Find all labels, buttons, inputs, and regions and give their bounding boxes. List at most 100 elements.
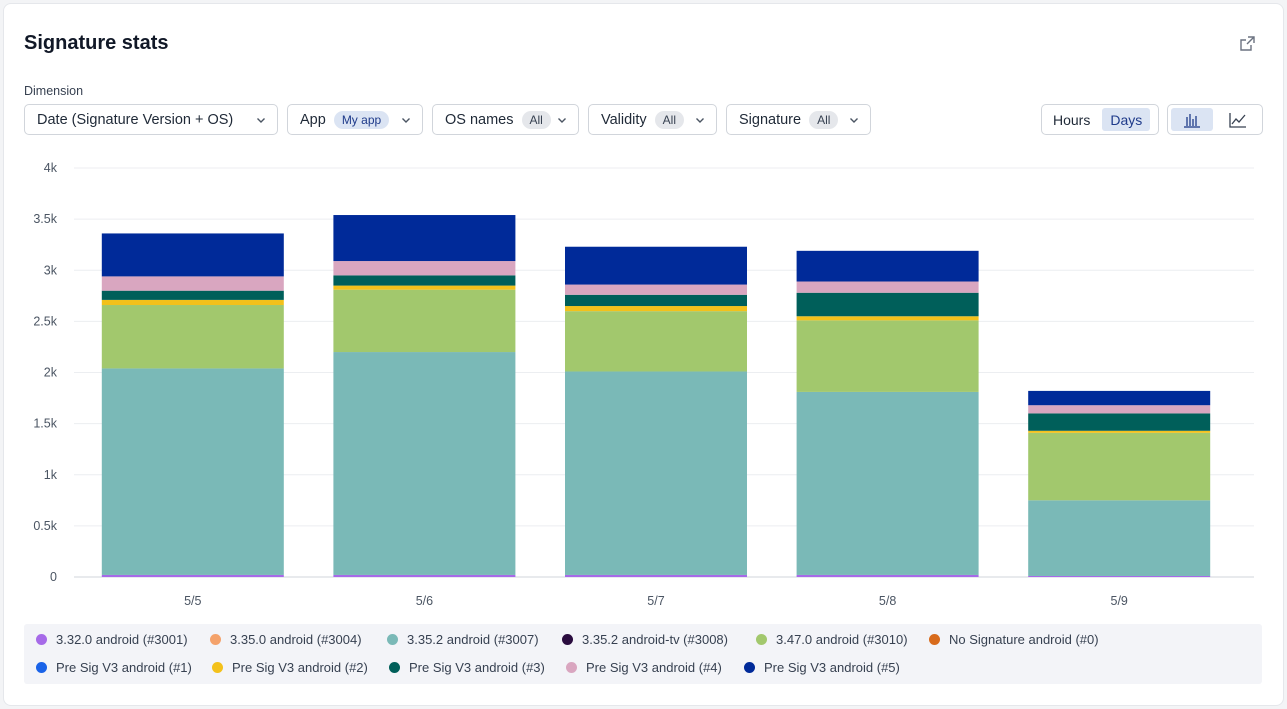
bar-segment[interactable]: [565, 574, 747, 577]
bar-segment[interactable]: [101, 233, 284, 277]
legend-label: 3.35.0 android (#3004): [230, 632, 362, 647]
legend-item[interactable]: Pre Sig V3 android (#1): [36, 660, 192, 675]
line-chart-view-button[interactable]: [1217, 108, 1259, 131]
legend-label: Pre Sig V3 android (#1): [56, 660, 192, 675]
bar-segment[interactable]: [565, 311, 747, 372]
x-tick-label: 5/6: [416, 594, 433, 608]
legend-color-dot: [929, 634, 940, 645]
chart-type-toggle: [1167, 104, 1263, 135]
legend-color-dot: [566, 662, 577, 673]
legend-label: No Signature android (#0): [949, 632, 1099, 647]
bar-segment[interactable]: [1028, 432, 1211, 501]
bar-segment[interactable]: [333, 275, 516, 286]
bar-chart-icon: [1184, 113, 1200, 128]
bar-segment[interactable]: [333, 261, 516, 276]
bar-segment[interactable]: [333, 215, 516, 262]
app-filter[interactable]: App My app: [287, 104, 423, 135]
y-tick-label: 3.5k: [33, 212, 57, 226]
bar-segment[interactable]: [101, 574, 284, 577]
x-tick-label: 5/5: [184, 594, 201, 608]
dimension-label: Dimension: [24, 84, 84, 98]
chevron-down-icon: [850, 117, 858, 123]
y-tick-label: 4k: [44, 161, 58, 175]
bar-segment[interactable]: [1028, 575, 1211, 577]
legend-label: Pre Sig V3 android (#4): [586, 660, 722, 675]
signature-filter-label: Signature: [739, 111, 802, 128]
bar-segment[interactable]: [101, 290, 284, 300]
y-tick-label: 3k: [44, 263, 58, 277]
legend-color-dot: [389, 662, 400, 673]
bar-segment[interactable]: [796, 316, 979, 321]
legend-label: Pre Sig V3 android (#2): [232, 660, 368, 675]
granularity-toggle: Hours Days: [1041, 104, 1159, 135]
legend-item[interactable]: 3.35.2 android-tv (#3008): [562, 632, 728, 647]
chevron-down-icon: [257, 117, 265, 123]
hours-option[interactable]: Hours: [1053, 111, 1091, 128]
legend-label: Pre Sig V3 android (#3): [409, 660, 545, 675]
legend-item[interactable]: 3.32.0 android (#3001): [36, 632, 188, 647]
bar-segment[interactable]: [333, 285, 516, 290]
bar-segment[interactable]: [333, 574, 516, 577]
bar-segment[interactable]: [333, 289, 516, 353]
bar-segment[interactable]: [565, 294, 747, 307]
legend-item[interactable]: No Signature android (#0): [929, 632, 1099, 647]
export-icon[interactable]: [1237, 34, 1257, 54]
bar-segment[interactable]: [565, 284, 747, 295]
bar-segment[interactable]: [1028, 390, 1211, 406]
legend-item[interactable]: Pre Sig V3 android (#5): [744, 660, 900, 675]
bar-segment[interactable]: [796, 292, 979, 317]
legend-label: 3.35.2 android-tv (#3008): [582, 632, 728, 647]
app-filter-label: App: [300, 111, 326, 128]
bar-segment[interactable]: [333, 352, 516, 575]
bar-segment[interactable]: [796, 574, 979, 577]
legend-item[interactable]: 3.35.2 android (#3007): [387, 632, 539, 647]
legend-item[interactable]: Pre Sig V3 android (#2): [212, 660, 368, 675]
signature-stats-panel: Signature stats Dimension Date (Signatur…: [3, 3, 1284, 706]
y-tick-label: 2k: [44, 366, 58, 380]
signature-stats-chart: 0 0.5k 1k 1.5k 2k 2.5k 3k 3.5k 4k 5/5 5/6 5/7 5/8 5/9: [33, 161, 1254, 608]
os-names-filter[interactable]: OS names All: [432, 104, 579, 135]
os-names-filter-label: OS names: [445, 111, 514, 128]
bar-segment[interactable]: [101, 368, 284, 575]
y-tick-label: 2.5k: [33, 314, 57, 328]
bar-segment[interactable]: [101, 305, 284, 369]
legend-color-dot: [212, 662, 223, 673]
y-tick-label: 1.5k: [33, 417, 57, 431]
bar-segment[interactable]: [1028, 500, 1211, 576]
bar-segment[interactable]: [796, 281, 979, 293]
bar-segment[interactable]: [565, 246, 747, 285]
bar-segment[interactable]: [565, 371, 747, 575]
legend-color-dot: [756, 634, 767, 645]
days-option[interactable]: Days: [1102, 108, 1151, 131]
dimension-value: Date (Signature Version + OS): [37, 111, 234, 128]
dimension-select[interactable]: Date (Signature Version + OS): [24, 104, 278, 135]
bar-segment[interactable]: [1028, 413, 1211, 431]
bar-segment[interactable]: [796, 250, 979, 282]
legend-label: Pre Sig V3 android (#5): [764, 660, 900, 675]
chevron-down-icon: [558, 117, 566, 123]
legend-color-dot: [36, 634, 47, 645]
legend-item[interactable]: Pre Sig V3 android (#4): [566, 660, 722, 675]
bar-chart-view-button[interactable]: [1171, 108, 1213, 131]
x-tick-label: 5/7: [647, 594, 664, 608]
bar-segment[interactable]: [796, 320, 979, 392]
legend-item[interactable]: 3.47.0 android (#3010): [756, 632, 908, 647]
validity-filter[interactable]: Validity All: [588, 104, 717, 135]
bar-segment[interactable]: [101, 276, 284, 291]
chevron-down-icon: [402, 117, 410, 123]
legend-color-dot: [210, 634, 221, 645]
legend-label: 3.47.0 android (#3010): [776, 632, 908, 647]
bar-segment[interactable]: [796, 391, 979, 575]
bar-segment[interactable]: [565, 306, 747, 312]
bar-segment[interactable]: [101, 299, 284, 306]
line-chart-icon: [1229, 112, 1246, 128]
chevron-down-icon: [696, 117, 704, 123]
bar-segment[interactable]: [1028, 405, 1211, 414]
chart-legend: 3.32.0 android (#3001) 3.35.0 android (#3…: [24, 624, 1262, 684]
legend-item[interactable]: Pre Sig V3 android (#3): [389, 660, 545, 675]
signature-filter-value: All: [809, 110, 839, 129]
bar-segment[interactable]: [1028, 430, 1211, 433]
legend-color-dot: [387, 634, 398, 645]
signature-filter[interactable]: Signature All: [726, 104, 871, 135]
legend-item[interactable]: 3.35.0 android (#3004): [210, 632, 362, 647]
